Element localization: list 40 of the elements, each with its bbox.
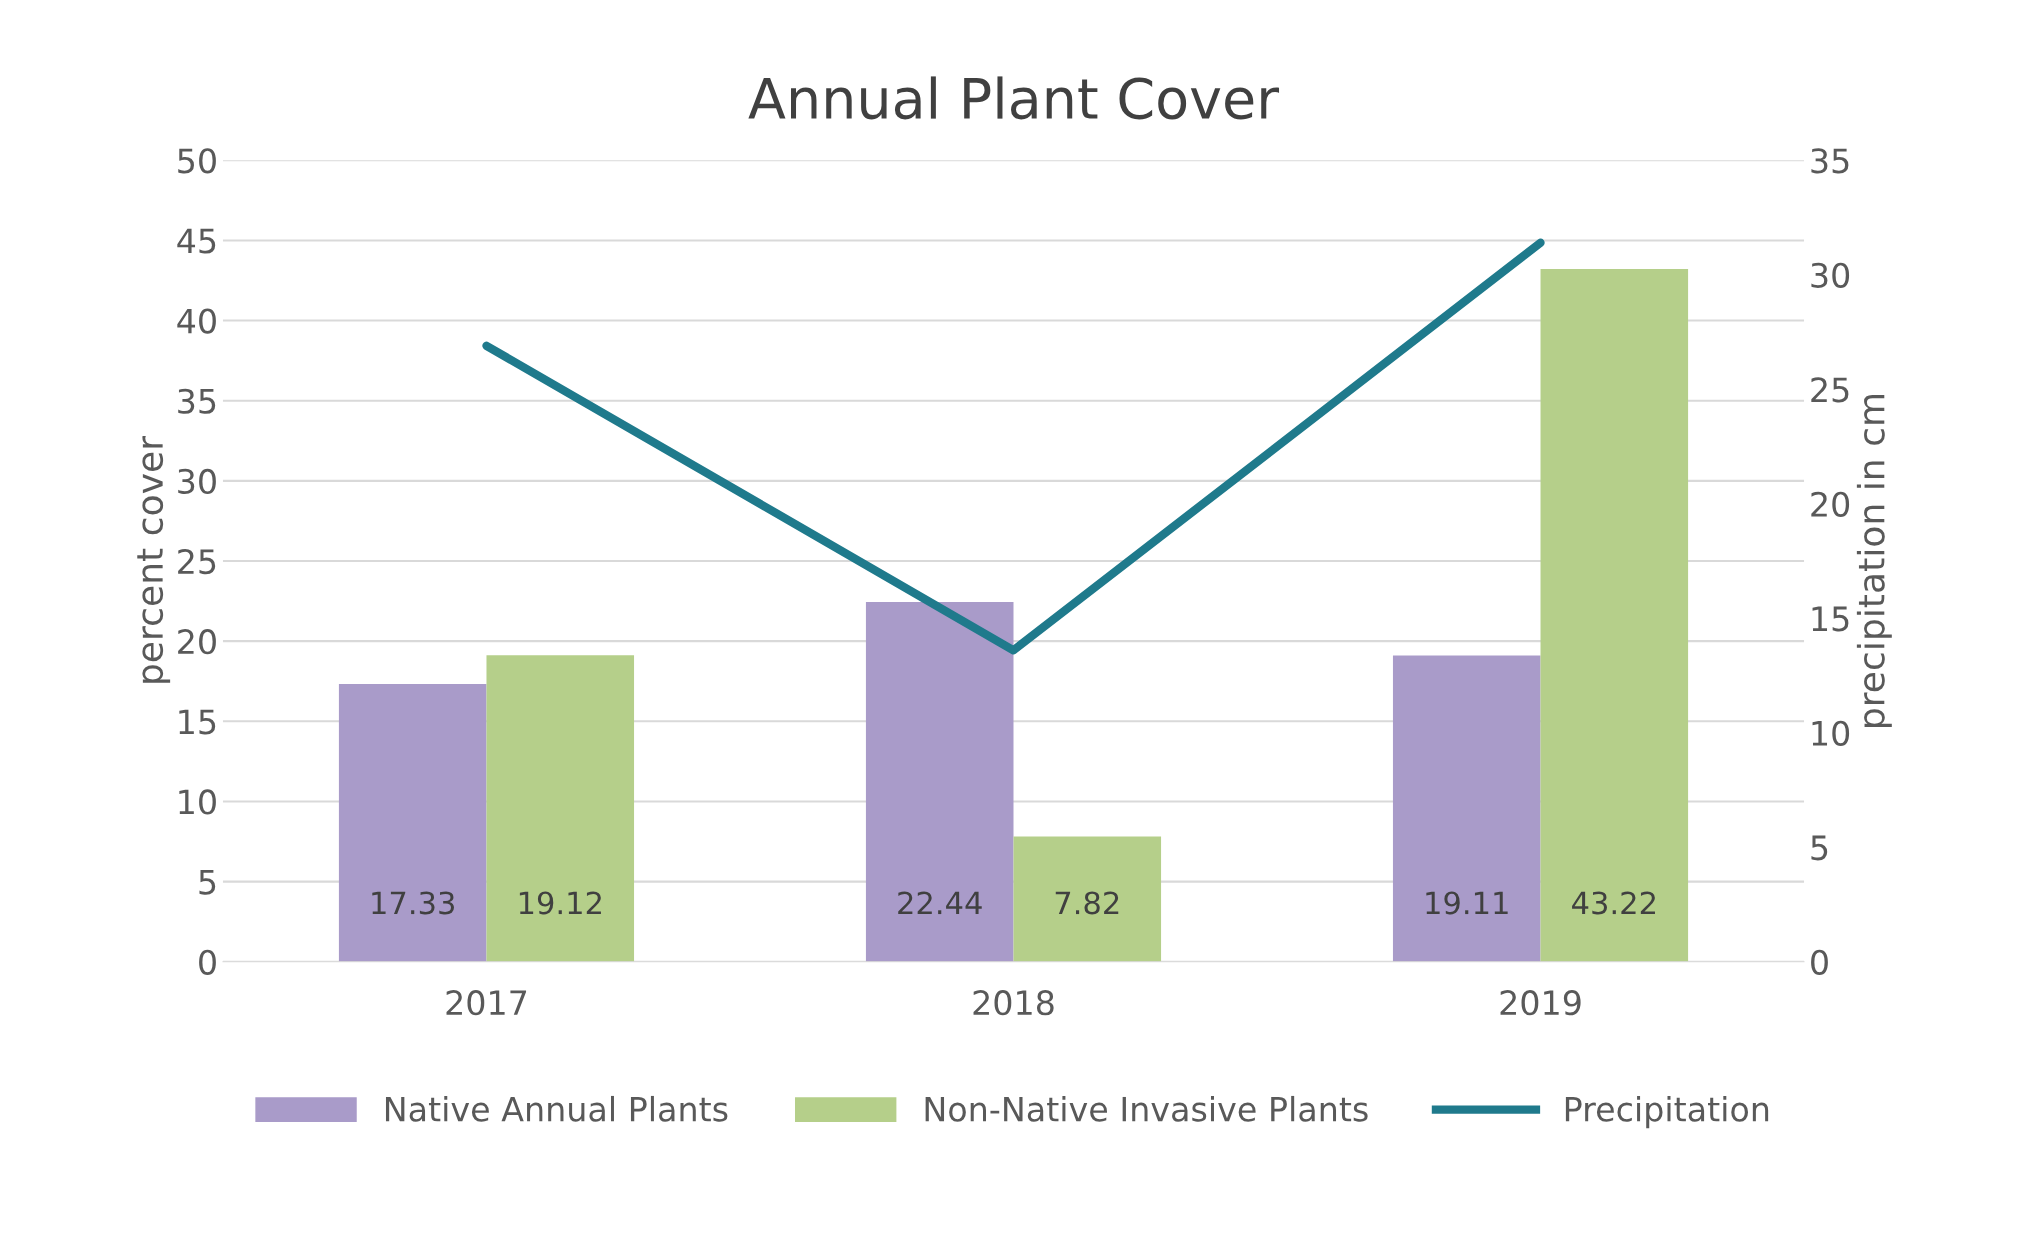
y-tick-label: 5 [199,869,216,895]
y-tick-label: 10 [179,789,216,815]
y-tick-label: 30 [178,468,216,495]
bar [1013,836,1162,962]
y2-tick-label: 15 [1812,606,1849,632]
legend-label: Precipitation [1565,1095,1769,1129]
y2-tick-label: 0 [1811,949,1828,975]
y-tick-label: 15 [179,709,216,735]
x-tick-label: 2017 [446,990,527,1016]
data-label: 19.12 [519,891,601,915]
data-label: 22.44 [898,891,982,915]
bar [1392,655,1541,962]
x-tick-label: 2019 [1500,990,1581,1016]
bar [338,683,487,962]
y2-tick-label: 35 [1811,148,1849,174]
bar [486,655,635,962]
y-tick-label: 0 [199,949,216,975]
data-label: 19.11 [1426,891,1508,915]
data-label: 43.22 [1572,891,1655,915]
y2-tick-label: 10 [1812,720,1850,746]
y-tick-label: 50 [178,148,216,174]
y-tick-label: 20 [178,629,216,655]
y-tick-label: 25 [178,548,216,575]
y-axis-title: percent cover [137,435,171,683]
y2-axis-title: precipitation in cm [1856,394,1892,727]
y2-tick-label: 30 [1811,262,1850,288]
y-tick-label: 40 [177,308,216,334]
bar [865,602,1014,962]
bar [1540,268,1689,962]
data-label: 7.82 [1055,891,1119,915]
y-tick-label: 45 [177,228,216,254]
x-tick-label: 2018 [973,990,1054,1016]
y2-tick-label: 25 [1811,377,1849,403]
y2-tick-label: 20 [1811,491,1850,517]
chart-title: Annual Plant Cover [748,76,1280,120]
legend-label: Native Annual Plants [385,1095,728,1122]
legend-label: Non-Native Invasive Plants [925,1095,1368,1122]
y2-tick-label: 5 [1811,835,1828,861]
y-tick-label: 35 [178,388,216,414]
data-label: 17.33 [372,891,454,915]
